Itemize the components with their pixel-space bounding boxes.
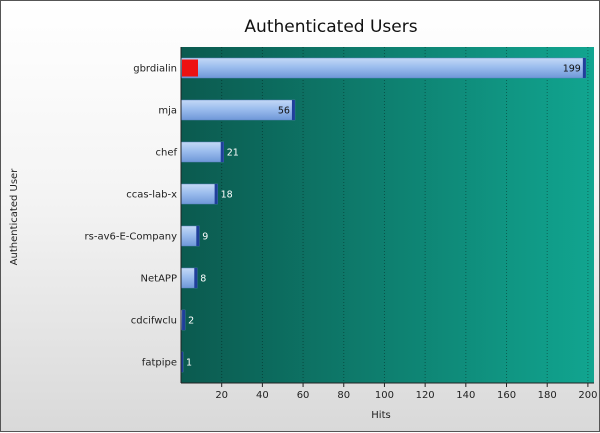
category-label: fatpipe	[142, 358, 177, 369]
gridlines	[221, 47, 589, 383]
category-labels: gbrdialin mja chef ccas-lab-x rs-av6-E-Compa…	[85, 64, 178, 369]
x-tick-label: 80	[337, 390, 350, 401]
category-label: NetAPP	[141, 274, 177, 285]
bar-cap	[214, 184, 218, 204]
bar-value-label: 9	[202, 232, 208, 243]
x-tick-label: 160	[497, 390, 516, 401]
x-tick-label: 180	[538, 390, 557, 401]
bar-cap	[194, 268, 198, 288]
category-label: chef	[155, 148, 177, 159]
bar-value-label: 199	[563, 64, 581, 75]
y-axis-label: Authenticated User	[9, 168, 20, 266]
x-tick-label: 120	[416, 390, 435, 401]
bar-cap	[291, 100, 295, 120]
bar-value-label: 8	[200, 274, 206, 285]
bar-cap	[196, 226, 200, 246]
bar-value-label: 21	[227, 148, 239, 159]
bar-cap	[582, 58, 586, 78]
x-tick-label: 200	[578, 390, 597, 401]
bar-value-label: 56	[278, 106, 290, 117]
x-tick-label: 40	[256, 390, 269, 401]
category-label: gbrdialin	[133, 64, 177, 75]
bar-cap	[182, 310, 186, 330]
bar-highlight-marker	[182, 59, 198, 77]
category-label: mja	[158, 106, 177, 117]
x-tick-label: 140	[456, 390, 475, 401]
bar-value-label: 2	[188, 316, 194, 327]
bar-value-label: 18	[221, 190, 233, 201]
x-tick-label: 20	[215, 390, 228, 401]
x-ticks: 20 40 60 80 100 120 140 160 180 200	[215, 383, 597, 401]
category-label: cdcifwclu	[131, 316, 177, 327]
bar	[180, 57, 587, 79]
x-tick-label: 60	[297, 390, 310, 401]
bar-cap	[220, 142, 224, 162]
bar-value-label: 1	[186, 358, 192, 369]
x-axis-label: Hits	[371, 410, 390, 421]
x-tick-label: 100	[375, 390, 394, 401]
bar-cap	[181, 352, 184, 372]
bar	[180, 141, 224, 163]
category-label: rs-av6-E-Company	[85, 232, 178, 243]
category-label: ccas-lab-x	[126, 190, 177, 201]
chart-title: Authenticated Users	[244, 17, 417, 37]
plot-area	[181, 47, 594, 383]
bar	[180, 183, 218, 205]
